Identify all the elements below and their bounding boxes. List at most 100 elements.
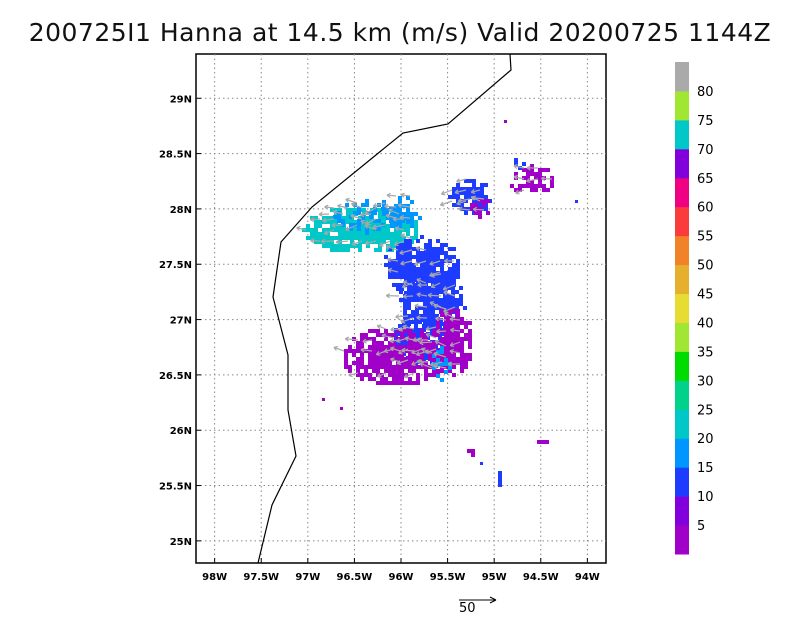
- wind-vector-head: [421, 347, 426, 353]
- wind-cell: [314, 220, 318, 224]
- wind-cell: [376, 345, 380, 349]
- wind-cell: [394, 204, 398, 208]
- wind-vector: [454, 189, 467, 194]
- wind-cell: [416, 251, 420, 255]
- wind-cell: [448, 309, 452, 313]
- wind-cell: [401, 219, 405, 223]
- wind-vector-head: [364, 209, 369, 215]
- wind-vector: [377, 372, 387, 378]
- wind-cell: [378, 240, 382, 244]
- wind-cell: [396, 283, 400, 287]
- wind-cell: [468, 357, 472, 361]
- wind-cell: [406, 320, 410, 324]
- wind-cell: [348, 345, 352, 349]
- wind-cell: [444, 358, 448, 362]
- wind-cell: [456, 263, 460, 267]
- wind-cell: [447, 274, 451, 278]
- wind-vector-head: [433, 363, 438, 369]
- wind-vector-head: [332, 209, 338, 215]
- wind-cell: [314, 224, 318, 228]
- wind-cell: [358, 248, 362, 252]
- wind-cell: [424, 263, 428, 267]
- wind-cell: [377, 219, 381, 223]
- wind-cell: [380, 345, 384, 349]
- wind-cell: [440, 362, 444, 366]
- wind-cell: [330, 240, 334, 244]
- wind-cell: [452, 333, 456, 337]
- wind-cell: [392, 369, 396, 373]
- wind-cell: [412, 353, 416, 357]
- wind-cell: [460, 369, 464, 373]
- wind-cell: [373, 219, 377, 223]
- x-tick-label: 94.5W: [523, 572, 559, 583]
- wind-cell: [408, 239, 412, 243]
- wind-cell: [518, 184, 522, 188]
- wind-vector: [429, 260, 441, 265]
- wind-vector-head: [429, 301, 435, 306]
- wind-cell: [362, 240, 366, 244]
- wind-cell: [444, 255, 448, 259]
- wind-cell: [404, 255, 408, 259]
- colorbar-swatch: [675, 380, 689, 410]
- wind-cell: [460, 357, 464, 361]
- wind-cell: [398, 212, 402, 216]
- wind-cell: [394, 208, 398, 212]
- wind-cell: [412, 255, 416, 259]
- wind-cell: [322, 228, 326, 232]
- wind-vector: [411, 348, 423, 354]
- wind-vector: [425, 326, 437, 330]
- wind-cell: [388, 247, 392, 251]
- wind-cell: [526, 172, 530, 176]
- wind-cell: [440, 309, 444, 313]
- wind-cell: [322, 232, 326, 236]
- wind-cell: [456, 333, 460, 337]
- wind-cell: [388, 381, 392, 385]
- wind-vector-head: [434, 339, 440, 345]
- wind-cell: [380, 353, 384, 357]
- wind-cell: [338, 248, 342, 252]
- wind-cell: [348, 349, 352, 353]
- wind-cell: [365, 199, 369, 203]
- wind-cell: [415, 298, 419, 302]
- wind-cell: [396, 255, 400, 259]
- wind-vector-head: [513, 174, 519, 180]
- wind-vector-head: [435, 316, 440, 322]
- wind-cell: [431, 310, 435, 314]
- wind-cell: [420, 235, 424, 239]
- wind-cell: [412, 361, 416, 365]
- wind-cell: [426, 324, 430, 328]
- wind-cell: [396, 349, 400, 353]
- wind-cell: [360, 345, 364, 349]
- wind-cell: [530, 172, 534, 176]
- wind-cell: [412, 357, 416, 361]
- wind-cell: [330, 248, 334, 252]
- wind-cell: [436, 247, 440, 251]
- wind-vector: [397, 204, 411, 208]
- wind-vector: [345, 338, 359, 341]
- wind-cell: [432, 369, 436, 373]
- wind-cell: [396, 287, 400, 291]
- wind-vector-head: [403, 373, 409, 379]
- wind-vector-head: [324, 204, 329, 210]
- wind-cell: [368, 361, 372, 365]
- wind-cell: [464, 365, 468, 369]
- wind-cell: [538, 172, 542, 176]
- wind-vector: [400, 317, 414, 323]
- wind-vector: [541, 177, 553, 180]
- wind-cell: [350, 220, 354, 224]
- wind-cell: [322, 398, 325, 401]
- wind-cell: [448, 341, 452, 345]
- wind-vector-head: [394, 226, 400, 232]
- wind-cell: [384, 337, 388, 341]
- wind-cell: [406, 204, 410, 208]
- wind-vector-head: [310, 238, 315, 244]
- wind-vector: [515, 189, 525, 194]
- wind-cell: [448, 357, 452, 361]
- wind-vector-head: [379, 242, 384, 247]
- wind-cell: [456, 203, 460, 207]
- wind-cell: [439, 290, 443, 294]
- wind-cell: [432, 267, 436, 271]
- wind-cell: [403, 306, 407, 310]
- wind-cell: [356, 369, 360, 373]
